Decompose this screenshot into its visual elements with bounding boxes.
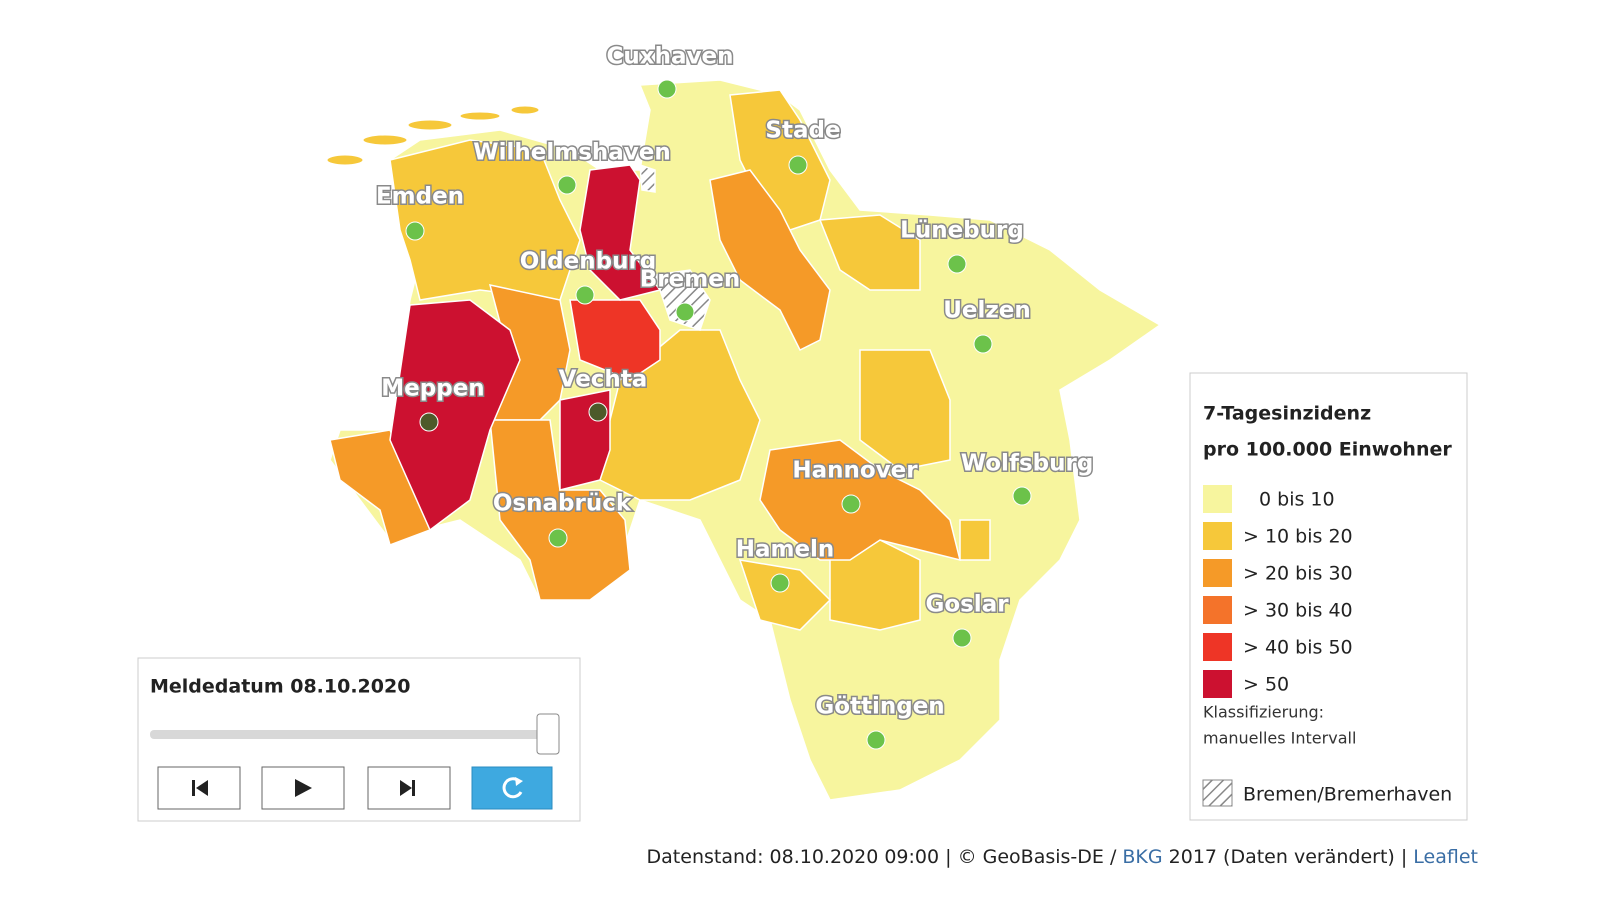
city-marker[interactable] [788,155,808,175]
city-label: Wolfsburg [961,451,1094,477]
button-play[interactable] [261,766,345,810]
city-label: Stade [765,118,840,144]
city-label: Oldenburg [520,249,657,275]
button-first[interactable] [157,766,241,810]
attribution-text: 2017 (Daten verändert) | [1163,846,1414,868]
city-label: Vechta [559,367,648,393]
city-marker[interactable] [952,628,972,648]
city-label: Bremen [640,267,740,293]
legend-swatch [1203,485,1232,513]
city-marker[interactable] [947,254,967,274]
city-marker[interactable] [557,175,577,195]
legend-swatch [1203,670,1232,698]
hatch-label: Bremen/Bremerhaven [1243,784,1452,806]
bkg-link[interactable]: BKG [1122,846,1162,868]
city-marker[interactable] [548,528,568,548]
city-label: Uelzen [943,298,1031,324]
city-marker[interactable] [419,412,439,432]
legend-label: > 40 bis 50 [1243,637,1353,659]
city-marker[interactable] [405,221,425,241]
legend-swatch [1203,559,1232,587]
slider-handle[interactable] [536,713,560,755]
city-marker[interactable] [575,285,595,305]
leaflet-link[interactable]: Leaflet [1413,846,1478,868]
city-label: Osnabrück [493,491,632,517]
legend-label: > 20 bis 30 [1243,563,1353,585]
legend-label: > 50 [1243,674,1289,696]
legend-swatch [1203,596,1232,624]
legend-title: 7-Tagesinzidenz [1203,403,1371,425]
city-label: Hameln [736,537,835,563]
city-marker[interactable] [675,302,695,322]
city-label: Goslar [925,592,1009,618]
legend-subtitle: pro 100.000 Einwohner [1203,439,1452,461]
city-label: Lüneburg [900,218,1024,244]
city-label: Emden [376,184,464,210]
slider-track [150,730,550,739]
classification-value: manuelles Intervall [1203,729,1356,748]
city-label: Cuxhaven [607,44,734,70]
city-marker[interactable] [973,334,993,354]
legend-label: > 10 bis 20 [1243,526,1353,548]
city-marker[interactable] [866,730,886,750]
city-marker[interactable] [657,79,677,99]
attribution: Datenstand: 08.10.2020 09:00 | © GeoBasi… [647,846,1478,868]
timeline-label: Meldedatum 08.10.2020 [150,676,410,698]
city-marker[interactable] [770,573,790,593]
city-label: Hannover [792,458,918,484]
legend: 7-Tagesinzidenz pro 100.000 Einwohner Kl… [1189,372,1468,821]
legend-label: > 30 bis 40 [1243,600,1353,622]
city-marker[interactable] [588,402,608,422]
city-marker[interactable] [841,494,861,514]
legend-swatch [1203,522,1232,550]
city-label: Göttingen [815,694,944,720]
city-marker[interactable] [1012,486,1032,506]
button-last[interactable] [367,766,451,810]
legend-label: 0 bis 10 [1259,489,1335,511]
legend-swatch [1203,633,1232,661]
timeline-control: Meldedatum 08.10.2020 [137,657,581,822]
button-reload[interactable] [471,766,553,810]
city-layer: Cuxhaven Stade Wilhelmshaven Emden Lüneburg O… [374,42,1095,750]
city-label: Meppen [381,376,484,402]
attribution-text: Datenstand: 08.10.2020 09:00 | © GeoBasi… [647,846,1123,868]
city-label: Wilhelmshaven [473,140,671,166]
classification-label: Klassifizierung: [1203,703,1324,722]
